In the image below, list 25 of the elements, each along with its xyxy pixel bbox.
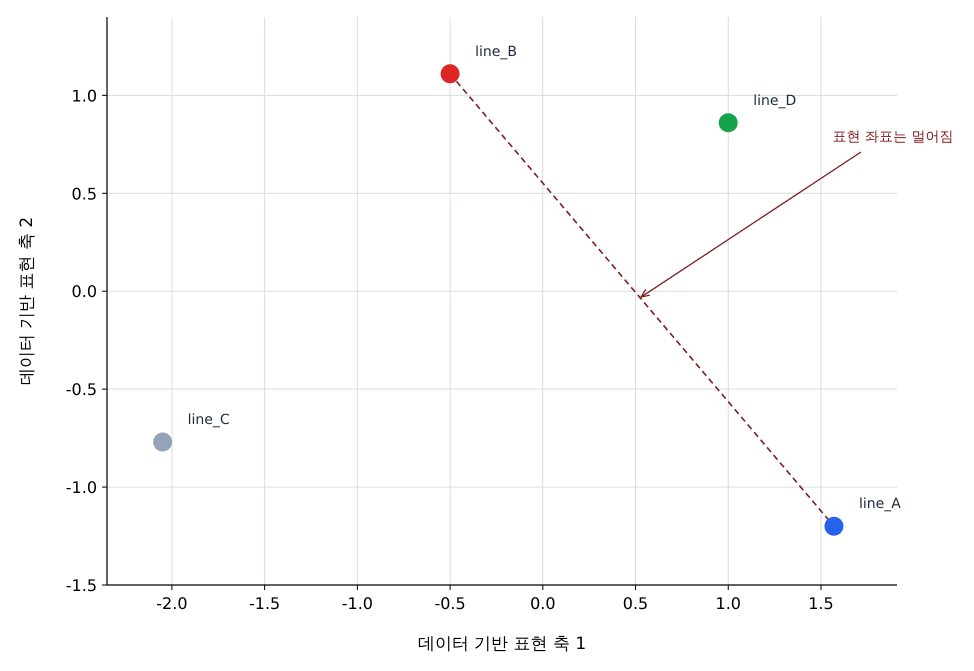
annotation: 표현 좌표는 멀어짐 — [832, 129, 954, 145]
series-label: line_C — [188, 412, 230, 428]
x-tick-label: -0.5 — [434, 594, 466, 613]
point — [718, 113, 738, 132]
point — [824, 516, 844, 536]
x-tick-label: 0.0 — [530, 594, 556, 613]
y-tick-label: -1.0 — [66, 478, 97, 498]
x-axis-title: 데이터 기반 표현 축 1 — [418, 634, 586, 654]
x-tick-label: 1.0 — [716, 594, 741, 613]
x-tick-label: -2.0 — [156, 594, 188, 613]
y-axis-title: 데이터 기반 표현 축 2 — [17, 216, 37, 386]
series-label: line_A — [858, 496, 902, 512]
y-tick-label: -0.5 — [66, 380, 97, 400]
x-tick-label: 1.5 — [808, 594, 834, 613]
x-tick-label: -1.0 — [342, 594, 373, 613]
x-tick-label: 0.5 — [622, 594, 648, 613]
y-tick-label: -1.5 — [66, 576, 97, 595]
series-label: line_B — [475, 44, 517, 60]
series-label: line_D — [753, 92, 796, 109]
point — [440, 64, 460, 84]
point — [153, 432, 172, 452]
y-tick-label: 0.0 — [72, 282, 97, 302]
y-tick-label: 1.0 — [72, 86, 97, 106]
y-tick-label: 0.5 — [72, 184, 97, 204]
x-tick-label: -1.5 — [249, 594, 280, 613]
